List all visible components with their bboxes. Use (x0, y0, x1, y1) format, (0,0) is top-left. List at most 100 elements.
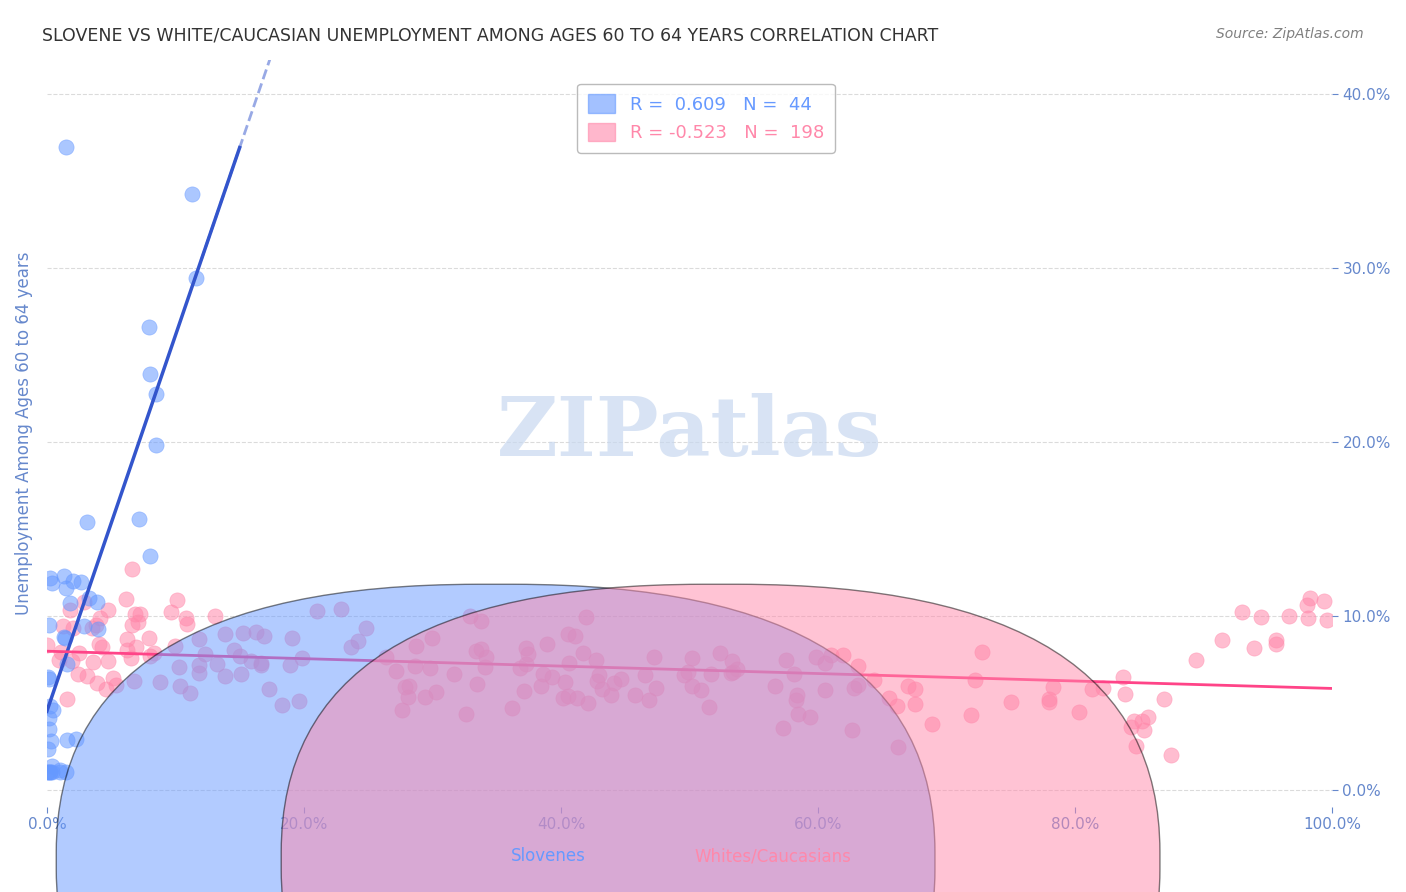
Whites/Caucasians (681, 650, 703, 665)
Whites/Caucasians (576, 696, 599, 710)
Whites/Caucasians (160, 605, 183, 619)
Whites/Caucasians (229, 666, 252, 681)
Whites/Caucasians (121, 617, 143, 632)
Whites/Caucasians (887, 739, 910, 754)
Slovenes (70, 575, 93, 590)
Whites/Caucasians (179, 686, 201, 700)
Slovenes (79, 591, 101, 605)
Text: Whites/Caucasians: Whites/Caucasians (695, 847, 852, 865)
Whites/Caucasians (720, 666, 742, 681)
Whites/Caucasians (245, 624, 267, 639)
Whites/Caucasians (291, 651, 314, 665)
Whites/Caucasians (557, 627, 579, 641)
Whites/Caucasians (513, 684, 536, 698)
Slovenes (139, 367, 162, 381)
Whites/Caucasians (90, 640, 112, 654)
Whites/Caucasians (554, 674, 576, 689)
Whites/Caucasians (419, 660, 441, 674)
Slovenes (56, 732, 79, 747)
Whites/Caucasians (515, 657, 537, 671)
Whites/Caucasians (1243, 641, 1265, 656)
Whites/Caucasians (591, 682, 613, 697)
Whites/Caucasians (271, 698, 294, 712)
Slovenes (38, 710, 60, 724)
Whites/Caucasians (904, 697, 927, 711)
Slovenes (48, 765, 70, 780)
Whites/Caucasians (553, 690, 575, 705)
Whites/Caucasians (67, 646, 90, 660)
Whites/Caucasians (814, 682, 837, 697)
Whites/Caucasians (904, 681, 927, 696)
Slovenes (138, 320, 160, 334)
Slovenes (55, 581, 77, 595)
Whites/Caucasians (214, 669, 236, 683)
Slovenes (52, 630, 75, 644)
Whites/Caucasians (531, 666, 554, 681)
Slovenes (37, 741, 59, 756)
Whites/Caucasians (689, 683, 711, 698)
Whites/Caucasians (149, 675, 172, 690)
Whites/Caucasians (37, 638, 59, 652)
Whites/Caucasians (257, 681, 280, 696)
Whites/Caucasians (176, 616, 198, 631)
Whites/Caucasians (643, 650, 665, 665)
Whites/Caucasians (1153, 692, 1175, 706)
Whites/Caucasians (142, 646, 165, 660)
Whites/Caucasians (470, 641, 492, 656)
Slovenes (53, 631, 76, 645)
Whites/Caucasians (1137, 710, 1160, 724)
Whites/Caucasians (886, 698, 908, 713)
Whites/Caucasians (1081, 681, 1104, 696)
Whites/Caucasians (832, 648, 855, 662)
Whites/Caucasians (846, 678, 869, 692)
Whites/Caucasians (394, 680, 416, 694)
Slovenes (42, 703, 65, 717)
Whites/Caucasians (1250, 610, 1272, 624)
Slovenes (39, 765, 62, 780)
Text: ZIPatlas: ZIPatlas (496, 393, 882, 474)
Whites/Caucasians (59, 603, 82, 617)
Whites/Caucasians (128, 607, 150, 621)
Whites/Caucasians (97, 603, 120, 617)
Whites/Caucasians (187, 632, 209, 646)
Slovenes (184, 271, 207, 285)
Whites/Caucasians (229, 648, 252, 663)
Legend: R =  0.609   N =  44, R = -0.523   N =  198: R = 0.609 N = 44, R = -0.523 N = 198 (578, 84, 835, 153)
Whites/Caucasians (763, 679, 786, 693)
Whites/Caucasians (785, 692, 807, 706)
Whites/Caucasians (673, 667, 696, 681)
Whites/Caucasians (464, 644, 486, 658)
Whites/Caucasians (681, 679, 703, 693)
Whites/Caucasians (557, 690, 579, 704)
Whites/Caucasians (1313, 594, 1336, 608)
Whites/Caucasians (804, 650, 827, 665)
Whites/Caucasians (963, 673, 986, 687)
Slovenes (59, 596, 82, 610)
Whites/Caucasians (120, 651, 142, 665)
Whites/Caucasians (467, 676, 489, 690)
Text: Slovenes: Slovenes (510, 847, 586, 865)
Whites/Caucasians (501, 701, 523, 715)
Text: Source: ZipAtlas.com: Source: ZipAtlas.com (1216, 27, 1364, 41)
Whites/Caucasians (787, 707, 810, 722)
Whites/Caucasians (249, 656, 271, 670)
Whites/Caucasians (1000, 695, 1022, 709)
Whites/Caucasians (166, 593, 188, 607)
Whites/Caucasians (405, 639, 427, 653)
Whites/Caucasians (1296, 611, 1319, 625)
Whites/Caucasians (115, 591, 138, 606)
Whites/Caucasians (105, 678, 128, 692)
Whites/Caucasians (375, 649, 398, 664)
Whites/Caucasians (281, 631, 304, 645)
Whites/Caucasians (52, 619, 75, 633)
Whites/Caucasians (897, 679, 920, 693)
Whites/Caucasians (1038, 695, 1060, 709)
Whites/Caucasians (1296, 598, 1319, 612)
Whites/Caucasians (530, 679, 553, 693)
Slovenes (76, 515, 98, 529)
Whites/Caucasians (305, 604, 328, 618)
Whites/Caucasians (73, 595, 96, 609)
Whites/Caucasians (474, 660, 496, 674)
Whites/Caucasians (603, 676, 626, 690)
Slovenes (38, 618, 60, 632)
